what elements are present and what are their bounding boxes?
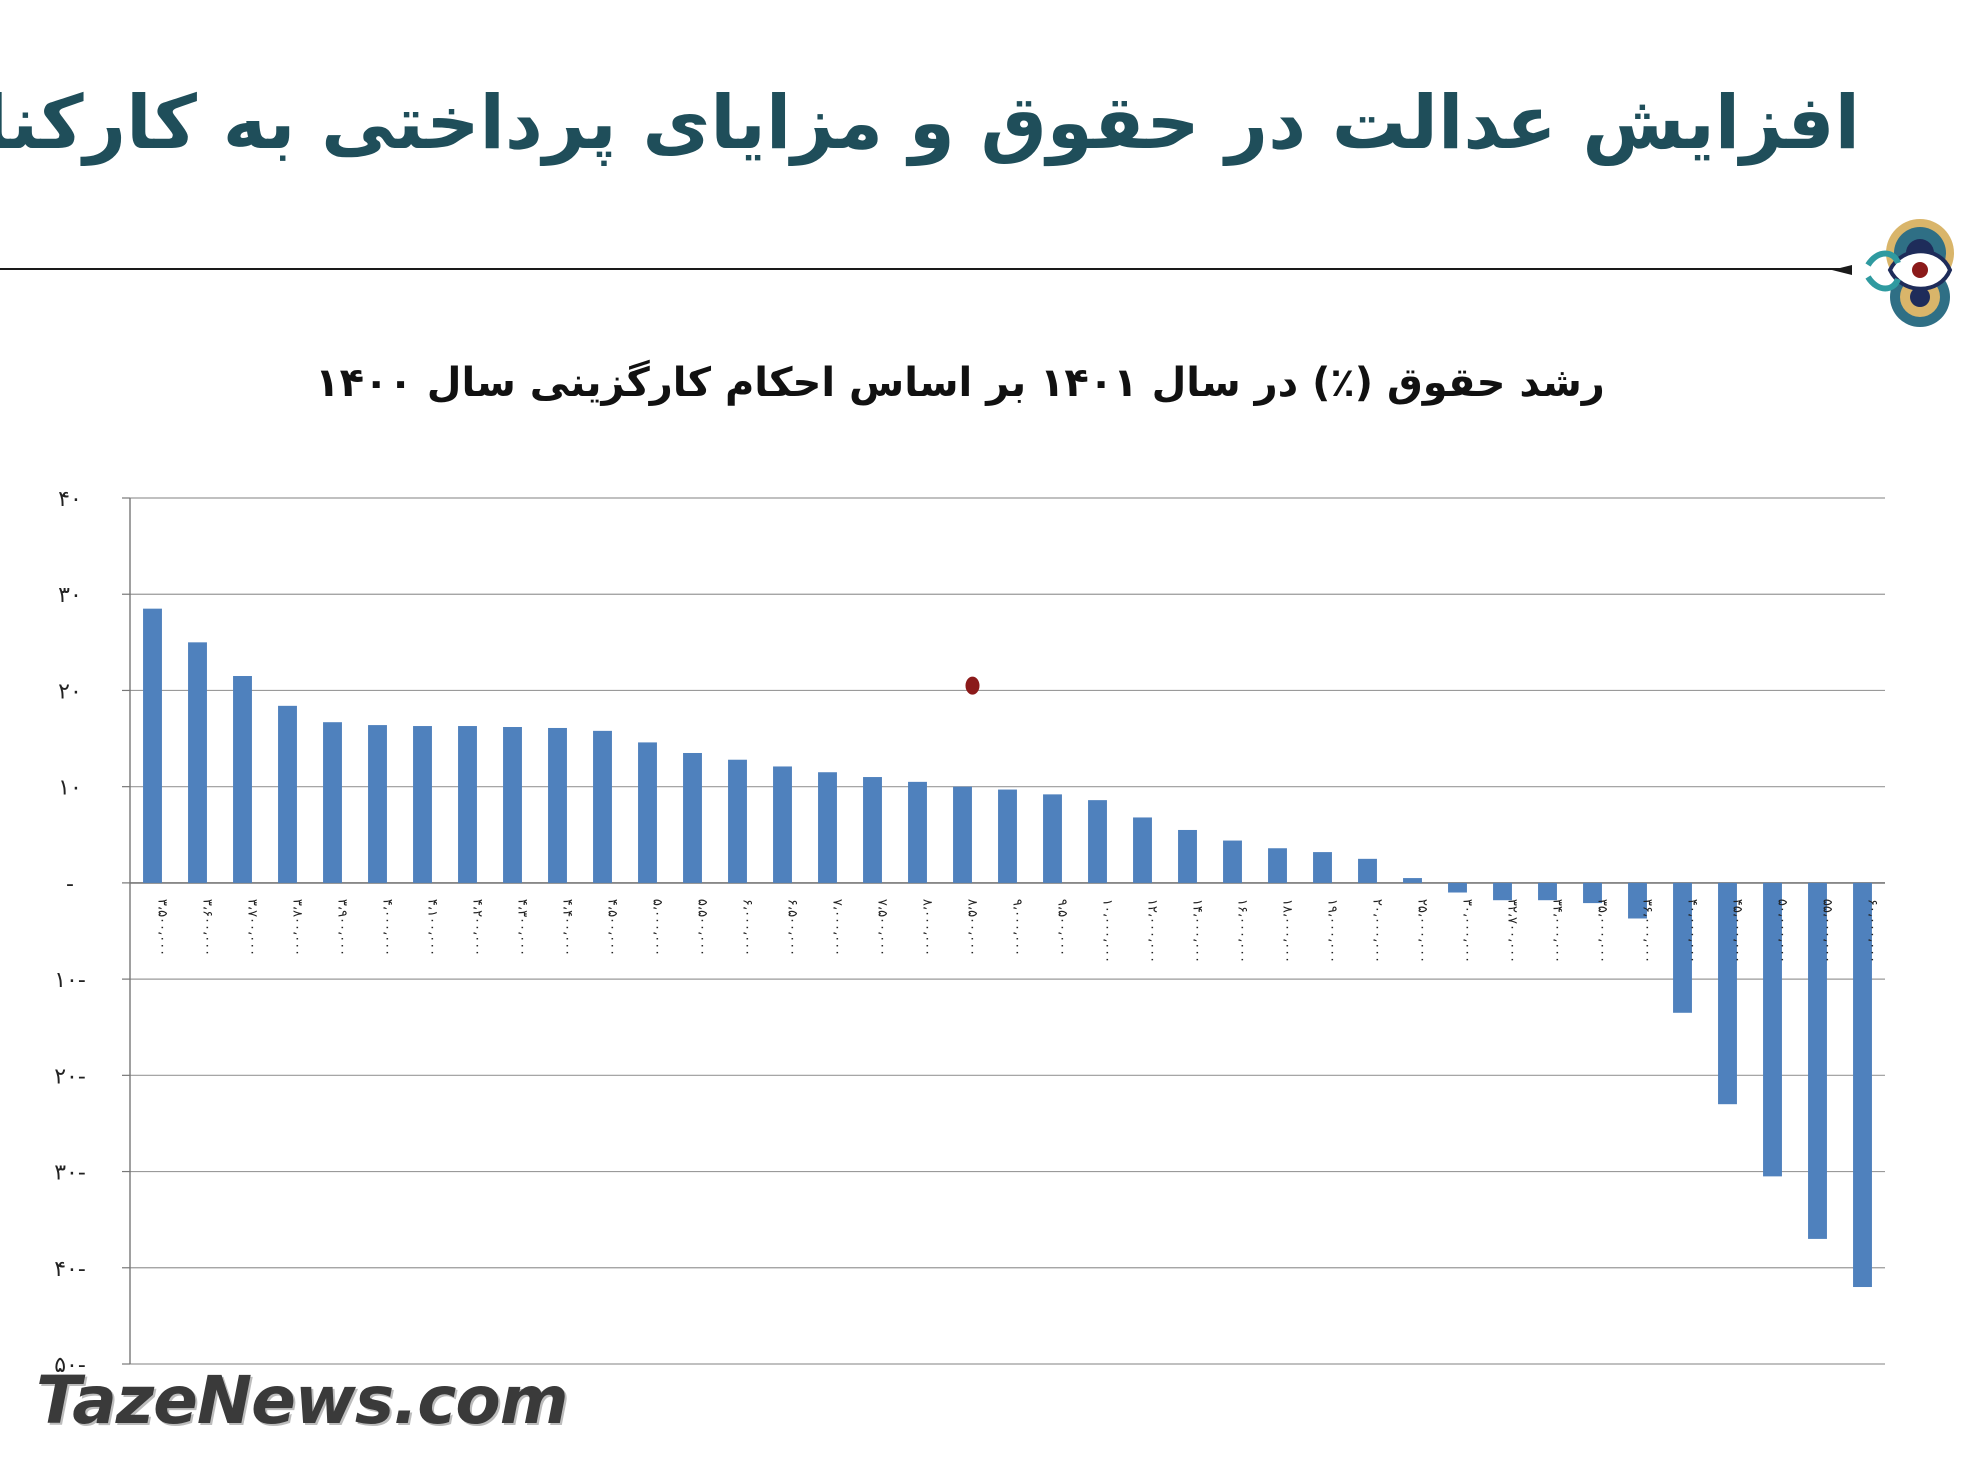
y-tick-label: ۲۰- (54, 1064, 86, 1089)
bar (1268, 848, 1287, 883)
y-tick-label: ۴۰ (58, 487, 82, 512)
bar (953, 786, 972, 883)
ornament-logo-icon (1832, 219, 1954, 327)
x-tick-label: ۱۲،۰۰۰،۰۰۰ (1145, 899, 1160, 963)
watermark-text: TazeNews.com (36, 1362, 568, 1439)
title-divider (0, 268, 1850, 270)
x-tick-label: ۹،۰۰۰،۰۰۰ (1010, 899, 1025, 956)
bar (1133, 817, 1152, 883)
x-tick-label: ۵،۰۰۰،۰۰۰ (650, 899, 665, 956)
bar (818, 772, 837, 883)
y-tick-label: ۴۰- (54, 1257, 86, 1282)
x-tick-label: ۳،۹۰۰،۰۰۰ (335, 899, 350, 956)
chart-title: رشد حقوق (٪) در سال ۱۴۰۱ بر اساس احکام ک… (315, 360, 1605, 406)
x-tick-label: ۷،۵۰۰،۰۰۰ (875, 899, 890, 956)
bar (1313, 852, 1332, 883)
x-tick-label: ۳،۷۰۰،۰۰۰ (245, 899, 260, 956)
x-tick-label: ۱۹،۰۰۰،۰۰۰ (1325, 899, 1340, 963)
bar (1808, 882, 1827, 1239)
x-tick-label: ۳،۶۰۰،۰۰۰ (200, 899, 215, 956)
bar (1358, 858, 1377, 883)
bar (908, 781, 927, 883)
bar (683, 752, 702, 883)
bar (323, 722, 342, 883)
x-tick-label: ۳،۵۰۰،۰۰۰ (155, 899, 170, 956)
x-tick-label: ۹،۵۰۰،۰۰۰ (1055, 899, 1070, 956)
x-tick-label: ۴،۰۰۰،۰۰۰ (380, 899, 395, 956)
bar (728, 759, 747, 883)
bar (638, 742, 657, 883)
x-tick-label: ۴۰،۰۰۰،۰۰۰ (1685, 899, 1700, 963)
x-tick-label: ۱۰،۰۰۰،۰۰۰ (1100, 899, 1115, 963)
x-tick-label: ۴،۴۰۰،۰۰۰ (560, 899, 575, 956)
bar (278, 705, 297, 883)
bar (1628, 882, 1647, 919)
y-tick-label: ۲۰ (58, 679, 82, 704)
x-tick-label: ۱۴،۰۰۰،۰۰۰ (1190, 899, 1205, 963)
bar (1673, 882, 1692, 1013)
y-tick-label: - (66, 872, 74, 897)
bar (593, 730, 612, 883)
bar (1043, 794, 1062, 883)
marker-dot (965, 676, 980, 695)
bar (1583, 882, 1602, 904)
x-tick-label: ۱۸،۰۰۰،۰۰۰ (1280, 899, 1295, 963)
x-tick-label: ۲۰،۰۰۰،۰۰۰ (1370, 899, 1385, 963)
bar (863, 777, 882, 883)
x-tick-label: ۴،۲۰۰،۰۰۰ (470, 899, 485, 956)
bar (1088, 800, 1107, 883)
bar (1178, 829, 1197, 883)
bar (1403, 878, 1422, 883)
bar (368, 725, 387, 883)
y-tick-label: ۱۰- (54, 968, 86, 993)
y-tick-label: ۳۰ (58, 583, 82, 608)
x-tick-label: ۳۰،۰۰۰،۰۰۰ (1460, 899, 1475, 963)
bar (1763, 882, 1782, 1177)
bar (773, 766, 792, 883)
x-tick-label: ۶،۰۰۰،۰۰۰ (740, 899, 755, 956)
bar (143, 608, 162, 883)
x-tick-label: ۳،۸۰۰،۰۰۰ (290, 899, 305, 956)
bar (548, 727, 567, 883)
y-tick-label: ۳۰- (54, 1161, 86, 1186)
x-tick-label: ۳۶،۰۰۰،۰۰۰ (1640, 899, 1655, 963)
y-tick-label: ۱۰ (58, 776, 82, 801)
x-tick-label: ۱۶،۰۰۰،۰۰۰ (1235, 899, 1250, 963)
bar (1853, 882, 1872, 1288)
x-tick-label: ۵۰،۰۰۰،۰۰۰ (1775, 899, 1790, 963)
bar (188, 642, 207, 883)
x-tick-label: ۷،۰۰۰،۰۰۰ (830, 899, 845, 956)
bar (998, 789, 1017, 883)
x-tick-label: ۶،۵۰۰،۰۰۰ (785, 899, 800, 956)
x-tick-label: ۳۴،۰۰۰،۰۰۰ (1550, 899, 1565, 963)
bar (1223, 840, 1242, 883)
x-tick-label: ۳۵،۰۰۰،۰۰۰ (1595, 899, 1610, 963)
slide-title: افزایش عدالت در حقوق و مزایای پرداختی به… (0, 80, 1860, 166)
bar (413, 726, 432, 883)
x-tick-label: ۴،۱۰۰،۰۰۰ (425, 899, 440, 956)
x-tick-label: ۵،۵۰۰،۰۰۰ (695, 899, 710, 956)
x-tick-label: ۴۵،۰۰۰،۰۰۰ (1730, 899, 1745, 963)
bar (233, 676, 252, 883)
x-tick-label: ۴،۵۰۰،۰۰۰ (605, 899, 620, 956)
bar (503, 727, 522, 883)
y-tick-label: ۵۰- (54, 1353, 86, 1378)
x-tick-label: ۸،۵۰۰،۰۰۰ (965, 899, 980, 956)
bar (1448, 882, 1467, 893)
x-tick-label: ۲۵،۰۰۰،۰۰۰ (1415, 899, 1430, 963)
x-tick-label: ۵۵،۰۰۰،۰۰۰ (1820, 899, 1835, 963)
x-tick-label: ۶۰،۰۰۰،۰۰۰ (1865, 899, 1880, 963)
bar (1538, 882, 1557, 901)
x-tick-label: ۳۲،۷۰۰،۰۰۰ (1505, 899, 1520, 963)
bar (1493, 882, 1512, 901)
bar (458, 726, 477, 883)
x-tick-label: ۴،۳۰۰،۰۰۰ (515, 899, 530, 956)
bar (1718, 882, 1737, 1105)
x-tick-label: ۸،۰۰۰،۰۰۰ (920, 899, 935, 956)
